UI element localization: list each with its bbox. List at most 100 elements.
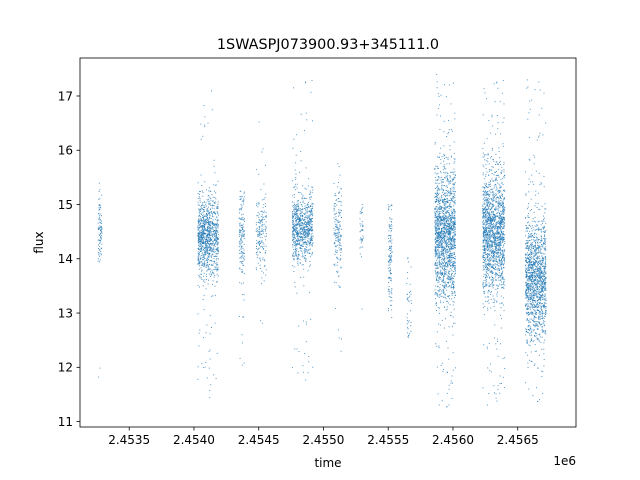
data-point <box>292 213 293 215</box>
data-point <box>203 241 204 243</box>
data-point <box>446 176 448 178</box>
data-point <box>257 249 259 251</box>
data-point <box>261 283 263 285</box>
data-point <box>199 210 201 212</box>
data-point <box>440 216 442 218</box>
data-point <box>214 218 216 220</box>
data-point <box>501 166 503 168</box>
data-point <box>258 121 260 123</box>
data-point <box>211 327 212 328</box>
data-point <box>213 276 215 278</box>
data-point <box>203 211 204 213</box>
data-point <box>204 254 206 256</box>
data-point <box>445 241 447 242</box>
data-point <box>99 215 101 217</box>
data-point <box>410 300 412 302</box>
data-point <box>437 228 439 230</box>
data-point <box>437 198 439 200</box>
data-point <box>293 238 295 240</box>
data-point <box>334 203 336 205</box>
data-point <box>309 243 311 245</box>
data-point <box>241 271 243 273</box>
data-point <box>241 240 243 242</box>
data-point <box>452 179 454 181</box>
data-point <box>200 213 202 215</box>
data-point <box>449 298 451 300</box>
data-point <box>339 286 341 288</box>
data-point <box>391 255 393 257</box>
data-point <box>200 236 202 238</box>
data-point <box>450 197 452 199</box>
data-point <box>204 281 206 283</box>
data-point <box>308 229 310 231</box>
data-point <box>199 250 201 252</box>
data-point <box>202 220 204 222</box>
data-point <box>304 257 306 259</box>
data-point <box>99 235 101 236</box>
data-point <box>243 249 245 251</box>
data-point <box>265 252 266 253</box>
data-point <box>489 213 491 215</box>
data-point <box>213 238 215 240</box>
data-point <box>443 120 445 122</box>
data-point <box>486 281 487 283</box>
data-point <box>496 238 498 240</box>
data-point <box>207 209 209 211</box>
data-point <box>302 239 304 241</box>
data-point <box>483 87 485 89</box>
data-point <box>198 212 200 214</box>
data-point <box>210 275 211 277</box>
data-point <box>308 216 310 218</box>
data-point <box>333 281 335 283</box>
data-point <box>307 223 309 225</box>
data-point <box>388 224 390 226</box>
data-point <box>390 250 392 252</box>
data-point <box>446 211 448 213</box>
data-point <box>454 275 455 277</box>
data-point <box>440 206 442 208</box>
data-point <box>440 235 442 237</box>
data-point <box>493 257 494 259</box>
data-point <box>444 269 446 270</box>
data-point <box>210 234 212 236</box>
data-point <box>206 218 208 220</box>
data-point <box>362 239 364 241</box>
data-point <box>310 206 311 207</box>
data-point <box>97 260 99 262</box>
data-point <box>442 252 444 254</box>
data-point <box>444 166 446 168</box>
data-point <box>203 223 205 224</box>
data-point <box>260 267 261 269</box>
data-point <box>197 201 199 203</box>
data-point <box>494 260 496 262</box>
data-point <box>451 290 453 292</box>
data-point <box>205 247 207 249</box>
data-point <box>407 272 409 273</box>
data-point <box>360 225 362 227</box>
data-point <box>439 104 441 106</box>
data-point <box>437 293 439 295</box>
data-point <box>483 142 485 144</box>
data-point <box>255 222 257 223</box>
data-point <box>205 239 207 241</box>
data-point <box>216 243 218 245</box>
data-point <box>448 281 449 283</box>
data-point <box>307 372 309 374</box>
data-point <box>304 241 306 243</box>
data-point <box>297 232 299 234</box>
data-point <box>496 251 498 253</box>
data-point <box>453 229 455 231</box>
data-point <box>338 166 340 168</box>
data-point <box>443 155 445 157</box>
data-point <box>308 231 310 232</box>
data-point <box>299 210 301 212</box>
data-point <box>257 203 259 205</box>
data-point <box>451 270 453 272</box>
data-point <box>198 268 200 270</box>
data-point <box>439 233 441 235</box>
data-point <box>337 163 339 165</box>
data-point <box>303 268 305 270</box>
data-point <box>452 209 454 211</box>
data-point <box>437 290 439 292</box>
data-point <box>209 333 211 335</box>
